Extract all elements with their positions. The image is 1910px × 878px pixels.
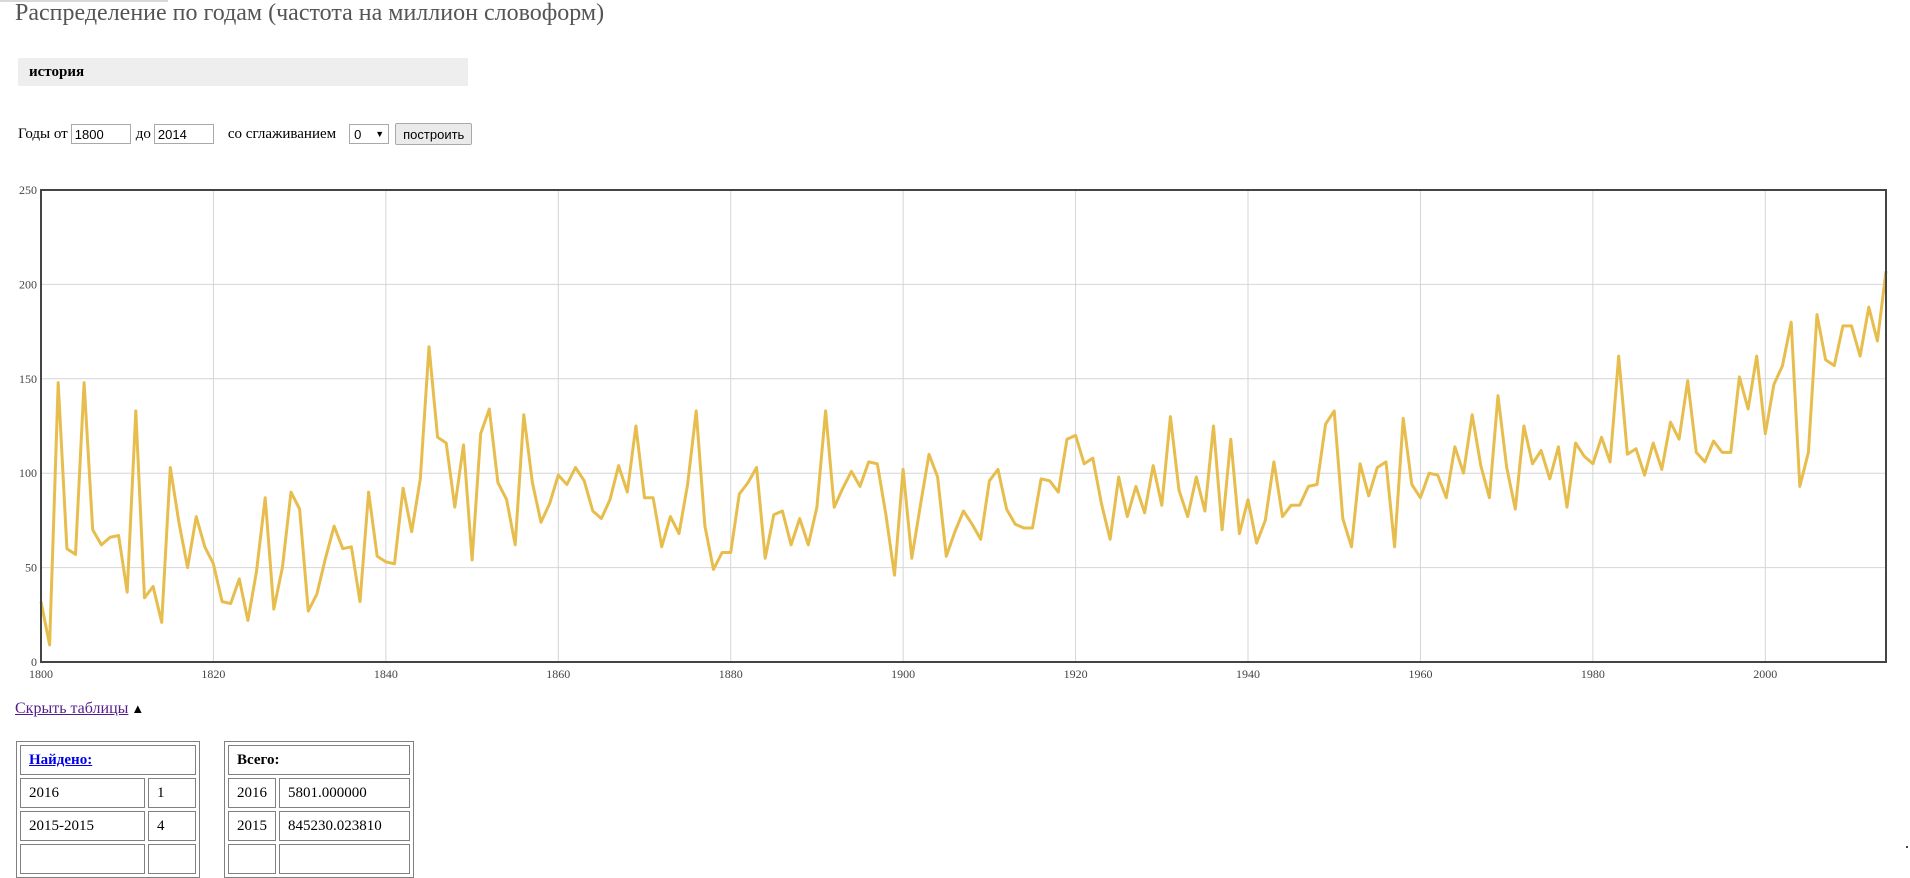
found-year-cell (20, 844, 145, 874)
x-tick-label: 1860 (546, 667, 570, 681)
chart-frame (40, 189, 1887, 663)
year-to-input[interactable] (153, 124, 214, 144)
found-table-header-row: Найдено: (20, 745, 196, 775)
collapse-triangle-icon: ▲ (131, 701, 145, 716)
y-tick-label: 150 (19, 372, 37, 386)
x-tick-label: 1940 (1236, 667, 1260, 681)
hide-tables-toggle: Скрыть таблицы ▲ (15, 700, 144, 718)
top-edge-bar (0, 0, 168, 2)
to-label: до (135, 125, 151, 142)
found-table: Найдено: 2016 1 2015-2015 4 (16, 741, 200, 878)
total-table-header-row: Всего: (228, 745, 410, 775)
table-row (20, 844, 196, 874)
smoothing-label: со сглаживанием (227, 125, 337, 142)
total-year-cell: 2015 (228, 811, 276, 841)
smoothing-select-value: 0 (354, 126, 362, 142)
x-tick-label: 1960 (1408, 667, 1432, 681)
year-from-input[interactable] (70, 124, 131, 144)
chart-series-layer (39, 271, 1888, 647)
found-count-cell: 1 (148, 778, 196, 808)
x-axis-ticks: 1800 1820 1840 1860 1880 1900 1920 1940 1960 1980… (29, 667, 1777, 681)
y-axis-ticks: 0 50 100 150 200 250 (19, 183, 37, 669)
table-row: 2016 5801.000000 (228, 778, 410, 808)
x-tick-label: 1920 (1064, 667, 1088, 681)
y-tick-label: 0 (31, 655, 37, 669)
x-tick-label: 1900 (891, 667, 915, 681)
total-value-cell (279, 844, 410, 874)
found-year-cell: 2015-2015 (20, 811, 145, 841)
y-tick-label: 50 (25, 561, 37, 575)
table-row: 2016 1 (20, 778, 196, 808)
found-link[interactable]: Найдено: (29, 751, 93, 768)
frequency-line-chart: 0 50 100 150 200 250 1800 1820 1840 1860 1880 1900… (19, 183, 1888, 681)
x-tick-label: 2000 (1753, 667, 1777, 681)
total-value-cell: 845230.023810 (279, 811, 410, 841)
y-tick-label: 100 (19, 466, 37, 480)
year-range-controls: Годы от до со сглаживанием 0 ▼ построить (18, 123, 473, 145)
series-line (39, 271, 1888, 647)
y-tick-label: 200 (19, 277, 37, 291)
found-count-cell (148, 844, 196, 874)
x-tick-label: 1980 (1581, 667, 1605, 681)
x-tick-label: 1840 (374, 667, 398, 681)
page-title: Распределение по годам (частота на милли… (15, 0, 605, 26)
total-value-cell: 5801.000000 (279, 778, 410, 808)
query-word-box: история (18, 58, 468, 86)
found-count-cell: 4 (148, 811, 196, 841)
x-tick-label: 1820 (201, 667, 225, 681)
found-table-header: Найдено: (20, 745, 196, 775)
years-from-label: Годы от (18, 125, 68, 142)
found-year-cell: 2016 (20, 778, 145, 808)
y-tick-label: 250 (19, 183, 37, 197)
table-row: 2015-2015 4 (20, 811, 196, 841)
total-table-header: Всего: (228, 745, 410, 775)
hide-tables-link[interactable]: Скрыть таблицы (15, 700, 129, 717)
smoothing-select[interactable]: 0 ▼ (349, 124, 390, 144)
dropdown-arrow-icon: ▼ (375, 129, 385, 139)
table-row (228, 844, 410, 874)
total-year-cell (228, 844, 276, 874)
total-year-cell: 2016 (228, 778, 276, 808)
build-button[interactable]: построить (395, 123, 473, 145)
x-tick-label: 1880 (719, 667, 743, 681)
corner-mark (1906, 846, 1908, 848)
x-tick-label: 1800 (29, 667, 53, 681)
table-row: 2015 845230.023810 (228, 811, 410, 841)
total-table: Всего: 2016 5801.000000 2015 845230.0238… (224, 741, 414, 878)
